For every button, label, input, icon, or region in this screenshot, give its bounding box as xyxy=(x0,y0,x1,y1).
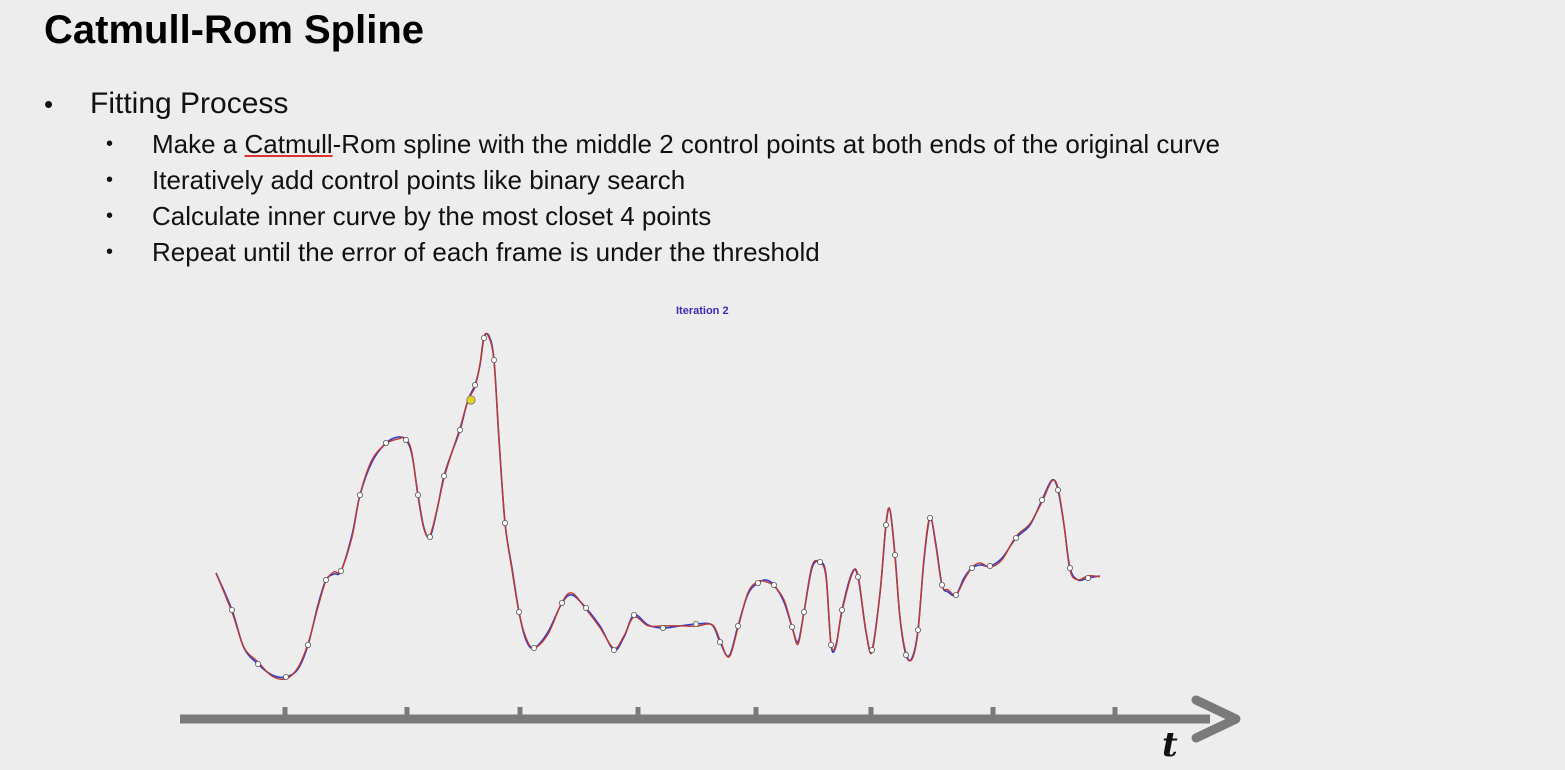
control-point xyxy=(490,356,497,363)
control-point xyxy=(755,580,762,587)
control-point xyxy=(855,574,862,581)
iteration-label: Iteration 2 xyxy=(676,305,729,317)
bullet-fitting-process: • Fitting Process • Make a Catmull-Rom s… xyxy=(44,84,1372,270)
control-point xyxy=(501,520,508,527)
control-point xyxy=(456,426,463,433)
control-point xyxy=(611,647,618,654)
bullet-dot: • xyxy=(44,89,54,119)
sub-bullet-2: • Iteratively add control points like bi… xyxy=(106,162,1372,198)
control-point xyxy=(471,381,478,388)
sub-bullet-4: • Repeat until the error of each frame i… xyxy=(106,234,1372,270)
sub-bullet-text-suffix: -Rom spline with the middle 2 control po… xyxy=(332,129,1221,159)
control-point xyxy=(337,568,344,575)
control-point xyxy=(693,621,700,628)
sub-bullet-3: • Calculate inner curve by the most clos… xyxy=(106,198,1372,234)
sub-bullet-text-prefix: Make a xyxy=(152,129,245,159)
control-point xyxy=(1067,565,1074,572)
control-point xyxy=(228,607,235,614)
control-point xyxy=(559,600,566,607)
control-point xyxy=(771,582,778,589)
control-point xyxy=(828,642,835,649)
control-point xyxy=(1055,486,1062,493)
control-point xyxy=(322,577,329,584)
control-point xyxy=(440,472,447,479)
sub-bullet-text: Iteratively add control points like bina… xyxy=(152,165,686,195)
control-point xyxy=(660,625,667,632)
control-point xyxy=(903,652,910,659)
control-point xyxy=(1085,575,1092,582)
time-axis xyxy=(180,695,1241,743)
slide-title: Catmull-Rom Spline xyxy=(44,8,425,52)
control-point xyxy=(356,491,363,498)
control-point xyxy=(869,647,876,654)
control-points xyxy=(228,334,1092,681)
control-point xyxy=(304,642,311,649)
control-point xyxy=(402,436,409,443)
axis-label-t: t xyxy=(1162,725,1178,765)
control-point xyxy=(801,609,808,616)
control-point xyxy=(1039,496,1046,503)
control-point xyxy=(892,552,899,559)
bullet-dot: • xyxy=(106,241,114,263)
control-point xyxy=(254,661,261,668)
bullet-list: • Fitting Process • Make a Catmull-Rom s… xyxy=(44,84,1372,270)
control-point xyxy=(382,439,389,446)
bullet-text: Fitting Process xyxy=(90,87,289,120)
control-point xyxy=(789,624,796,631)
control-point xyxy=(927,515,934,522)
control-point xyxy=(531,645,538,652)
control-point xyxy=(1013,535,1020,542)
control-point xyxy=(987,563,994,570)
control-point xyxy=(583,605,590,612)
control-point xyxy=(282,674,289,681)
bullet-dot: • xyxy=(106,169,114,191)
control-point xyxy=(939,582,946,589)
sub-bullet-list: • Make a Catmull-Rom spline with the mid… xyxy=(106,126,1372,270)
sub-bullet-text: Calculate inner curve by the most closet… xyxy=(152,201,712,231)
control-point xyxy=(480,334,487,341)
control-point xyxy=(631,612,638,619)
control-point xyxy=(516,609,523,616)
axis-arrow-head xyxy=(1191,695,1241,743)
control-point xyxy=(735,623,742,630)
bullet-dot: • xyxy=(106,205,114,227)
control-point xyxy=(817,559,824,566)
control-point xyxy=(426,534,433,541)
control-point xyxy=(883,522,890,529)
sub-bullet-text: Repeat until the error of each frame is … xyxy=(152,237,820,267)
sub-bullet-1: • Make a Catmull-Rom spline with the mid… xyxy=(106,126,1372,162)
control-point xyxy=(717,639,724,646)
control-point xyxy=(915,627,922,634)
bullet-dot: • xyxy=(106,133,114,155)
control-point xyxy=(969,565,976,572)
highlighted-control-point xyxy=(466,395,476,405)
sub-bullet-underlined-word: Catmull xyxy=(244,129,333,159)
control-point xyxy=(953,592,960,599)
control-point xyxy=(414,491,421,498)
control-point xyxy=(839,607,846,614)
